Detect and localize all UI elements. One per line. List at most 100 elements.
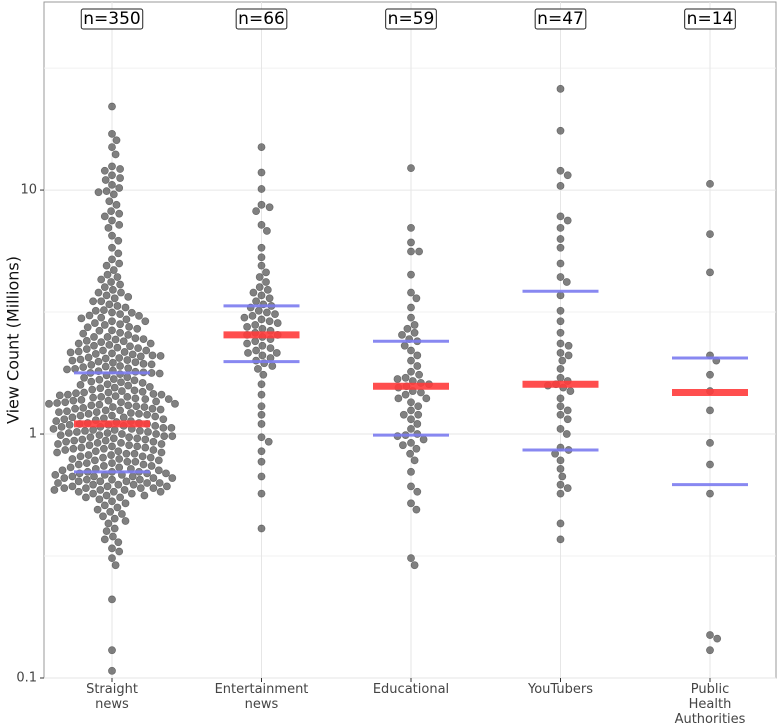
data-point bbox=[257, 390, 266, 399]
data-point bbox=[271, 310, 279, 319]
data-point bbox=[706, 406, 714, 415]
data-point bbox=[162, 469, 170, 478]
data-point bbox=[151, 412, 160, 421]
data-point bbox=[108, 475, 116, 484]
data-point bbox=[94, 188, 103, 197]
data-point bbox=[103, 270, 112, 279]
data-point bbox=[109, 285, 117, 294]
data-point bbox=[139, 460, 148, 469]
data-point bbox=[108, 102, 116, 111]
data-point bbox=[63, 407, 71, 416]
data-point bbox=[159, 423, 168, 432]
data-point bbox=[108, 544, 116, 553]
data-point bbox=[141, 395, 150, 404]
data-point bbox=[257, 489, 266, 498]
data-point bbox=[154, 466, 163, 475]
data-point bbox=[406, 449, 414, 458]
data-point bbox=[149, 390, 158, 398]
data-point bbox=[82, 459, 91, 468]
data-point bbox=[95, 495, 104, 504]
data-point bbox=[133, 434, 142, 443]
data-point bbox=[262, 278, 270, 286]
data-point bbox=[99, 453, 107, 462]
data-point bbox=[60, 474, 69, 482]
data-point bbox=[148, 404, 157, 413]
data-point bbox=[562, 430, 571, 438]
data-point bbox=[564, 341, 573, 350]
data-point bbox=[556, 424, 565, 433]
data-point bbox=[99, 512, 107, 521]
data-point bbox=[562, 278, 571, 286]
data-point bbox=[136, 484, 145, 493]
data-point bbox=[156, 487, 165, 496]
data-point bbox=[149, 446, 158, 454]
data-point bbox=[413, 351, 422, 360]
data-point bbox=[257, 143, 266, 152]
data-point bbox=[263, 285, 272, 294]
data-point bbox=[97, 313, 106, 322]
data-point bbox=[68, 455, 77, 463]
data-point bbox=[124, 401, 133, 410]
data-point bbox=[410, 321, 419, 329]
data-point bbox=[140, 403, 149, 411]
data-point bbox=[556, 519, 565, 528]
data-point bbox=[563, 415, 572, 424]
data-point bbox=[110, 294, 119, 303]
data-point bbox=[556, 273, 565, 281]
data-point bbox=[556, 306, 565, 315]
count-label: n=66 bbox=[238, 9, 285, 29]
data-point bbox=[53, 399, 61, 407]
count-label-box bbox=[80, 8, 144, 30]
data-point bbox=[563, 216, 572, 225]
data-point bbox=[563, 484, 572, 493]
data-point bbox=[143, 410, 151, 419]
data-point bbox=[91, 306, 100, 315]
data-point bbox=[90, 333, 98, 341]
data-point bbox=[101, 406, 110, 415]
data-point bbox=[407, 247, 415, 256]
data-point bbox=[45, 399, 53, 408]
data-point bbox=[63, 365, 71, 374]
data-point bbox=[152, 397, 160, 406]
data-point bbox=[400, 341, 409, 350]
data-point bbox=[61, 446, 70, 454]
data-point bbox=[118, 387, 126, 395]
data-point bbox=[556, 349, 565, 357]
data-point bbox=[57, 422, 66, 431]
data-point bbox=[134, 344, 142, 353]
data-point bbox=[149, 474, 158, 482]
data-point bbox=[407, 223, 415, 232]
data-point bbox=[82, 345, 91, 353]
data-point bbox=[556, 182, 565, 190]
data-point bbox=[556, 291, 565, 300]
data-point bbox=[407, 238, 415, 247]
data-point bbox=[115, 259, 124, 268]
data-point bbox=[108, 162, 116, 171]
data-point bbox=[77, 443, 86, 452]
data-point bbox=[49, 424, 58, 433]
data-point bbox=[97, 297, 106, 306]
data-point bbox=[68, 413, 77, 422]
data-point bbox=[79, 403, 88, 412]
data-point bbox=[84, 353, 93, 362]
data-point bbox=[149, 437, 158, 446]
data-point bbox=[257, 261, 266, 270]
data-point bbox=[407, 367, 415, 376]
data-point bbox=[103, 333, 112, 341]
data-point bbox=[102, 187, 111, 196]
data-point bbox=[111, 561, 120, 570]
data-point bbox=[87, 401, 96, 410]
data-point bbox=[82, 336, 91, 345]
data-point bbox=[266, 344, 275, 353]
data-point bbox=[113, 302, 122, 310]
data-point bbox=[415, 370, 423, 379]
data-point bbox=[121, 303, 130, 312]
data-point bbox=[258, 351, 267, 360]
data-point bbox=[244, 349, 252, 357]
data-point bbox=[104, 223, 113, 232]
data-point bbox=[108, 554, 116, 563]
data-point bbox=[140, 491, 149, 500]
data-point bbox=[152, 430, 160, 438]
data-point bbox=[257, 220, 266, 229]
data-point bbox=[414, 410, 423, 419]
